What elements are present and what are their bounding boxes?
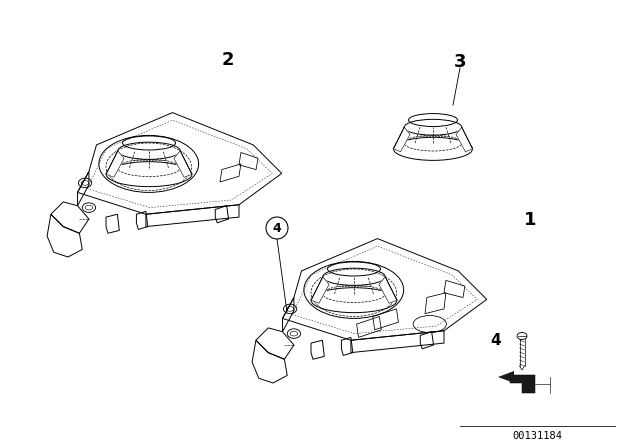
Text: 2: 2 [221,51,234,69]
Text: 4: 4 [273,221,282,234]
Polygon shape [311,277,329,303]
Polygon shape [106,151,124,177]
Polygon shape [379,277,397,303]
Polygon shape [510,375,535,393]
Text: 1: 1 [524,211,536,229]
Text: 3: 3 [454,53,467,71]
Polygon shape [394,127,410,152]
Polygon shape [498,371,514,383]
Polygon shape [174,151,192,177]
Text: 4: 4 [491,332,501,348]
Polygon shape [456,127,472,152]
Text: 00131184: 00131184 [512,431,562,441]
